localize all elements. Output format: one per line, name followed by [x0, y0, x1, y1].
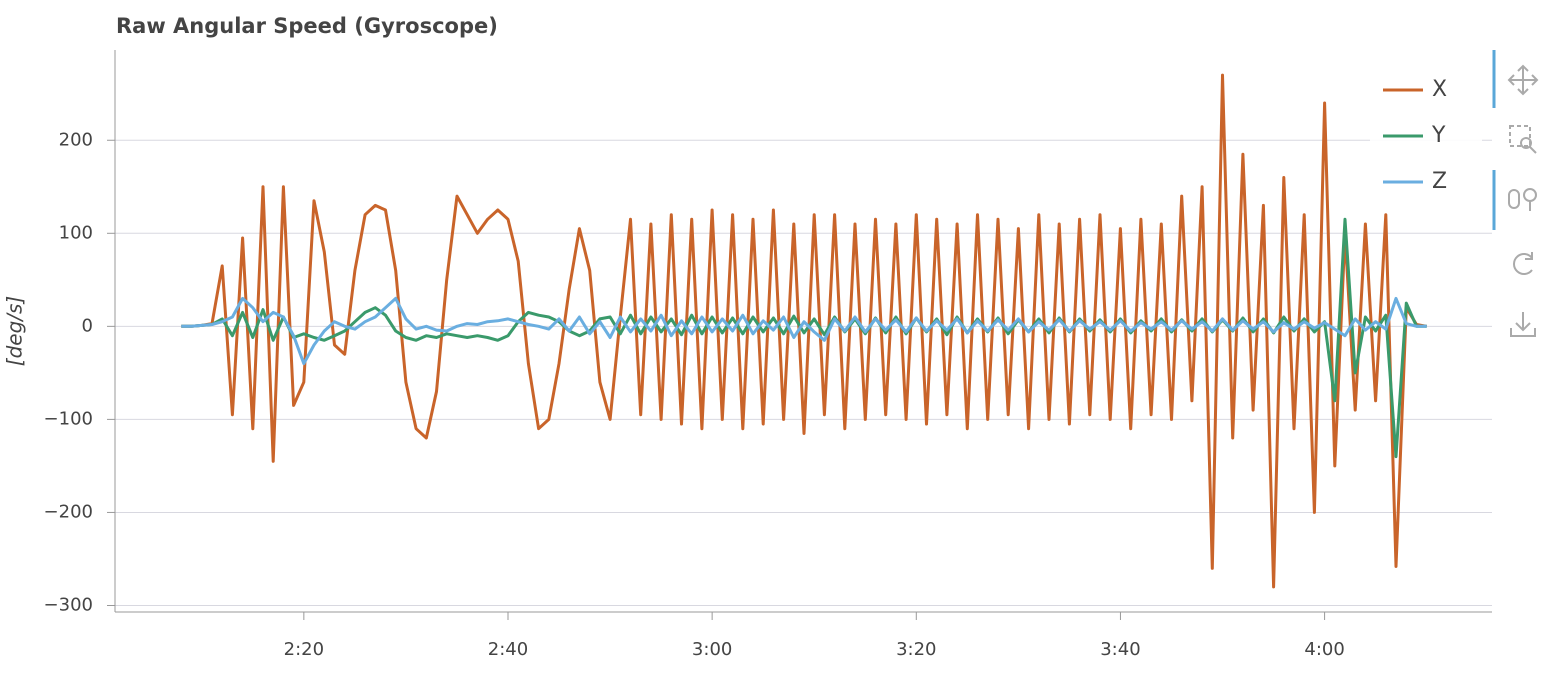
wheel-zoom-tool[interactable] [1508, 188, 1537, 211]
y-tick-label: 100 [59, 222, 93, 243]
pan-tool[interactable] [1507, 64, 1539, 96]
reset-tool[interactable] [1513, 252, 1533, 275]
x-tick-label: 4:00 [1304, 639, 1344, 660]
toolbar [1492, 50, 1539, 337]
y-tick-label: −100 [44, 408, 93, 429]
plot-lines [181, 73, 1427, 589]
legend-label: Y [1431, 123, 1446, 148]
x-tick-label: 3:00 [692, 639, 732, 660]
axes: −300 −200 −100 0 100 200 2:20 2:40 3:00 3:20 3:40 4… [44, 50, 1492, 660]
legend-label: X [1432, 77, 1447, 102]
y-tick-label: −300 [44, 594, 93, 615]
x-tick-label: 2:40 [488, 639, 528, 660]
box-zoom-tool[interactable] [1509, 125, 1537, 154]
x-tick-label: 3:40 [1100, 639, 1140, 660]
y-tick-label: −200 [44, 501, 93, 522]
y-axis-label: [deg/s] [3, 296, 27, 366]
x-tick-label: 2:20 [284, 639, 324, 660]
series-line [181, 296, 1427, 366]
legend-label: Z [1432, 169, 1447, 194]
legend: XYZ [1370, 66, 1482, 206]
y-tick-label: 200 [59, 129, 93, 150]
series-line [181, 73, 1427, 589]
x-tick-label: 3:20 [896, 639, 936, 660]
save-tool[interactable] [1510, 312, 1536, 337]
y-tick-label: 0 [82, 315, 93, 336]
chart-title: Raw Angular Speed (Gyroscope) [116, 14, 498, 38]
